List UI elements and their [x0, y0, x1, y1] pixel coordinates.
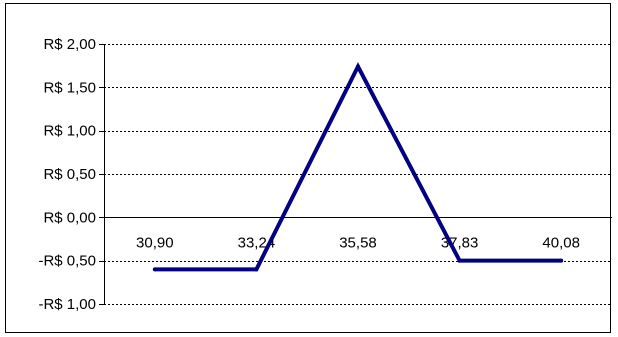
data-point	[559, 258, 564, 263]
x-tick-label: 30,90	[136, 235, 174, 252]
y-tick-label: R$ 1,50	[43, 79, 96, 96]
x-tick-label: 35,58	[339, 235, 377, 252]
x-tick-label: 40,08	[542, 235, 580, 252]
y-tick-label: -R$ 1,00	[38, 296, 96, 313]
data-point	[254, 267, 259, 272]
y-tick-label: R$ 0,50	[43, 166, 96, 183]
data-point	[457, 258, 462, 263]
data-point	[152, 267, 157, 272]
y-tick-label: R$ 0,00	[43, 209, 96, 226]
y-tick-label: R$ 2,00	[43, 36, 96, 53]
data-point	[356, 64, 360, 69]
y-tick-label: R$ 1,00	[43, 123, 96, 140]
y-tick-label: -R$ 0,50	[38, 253, 96, 270]
